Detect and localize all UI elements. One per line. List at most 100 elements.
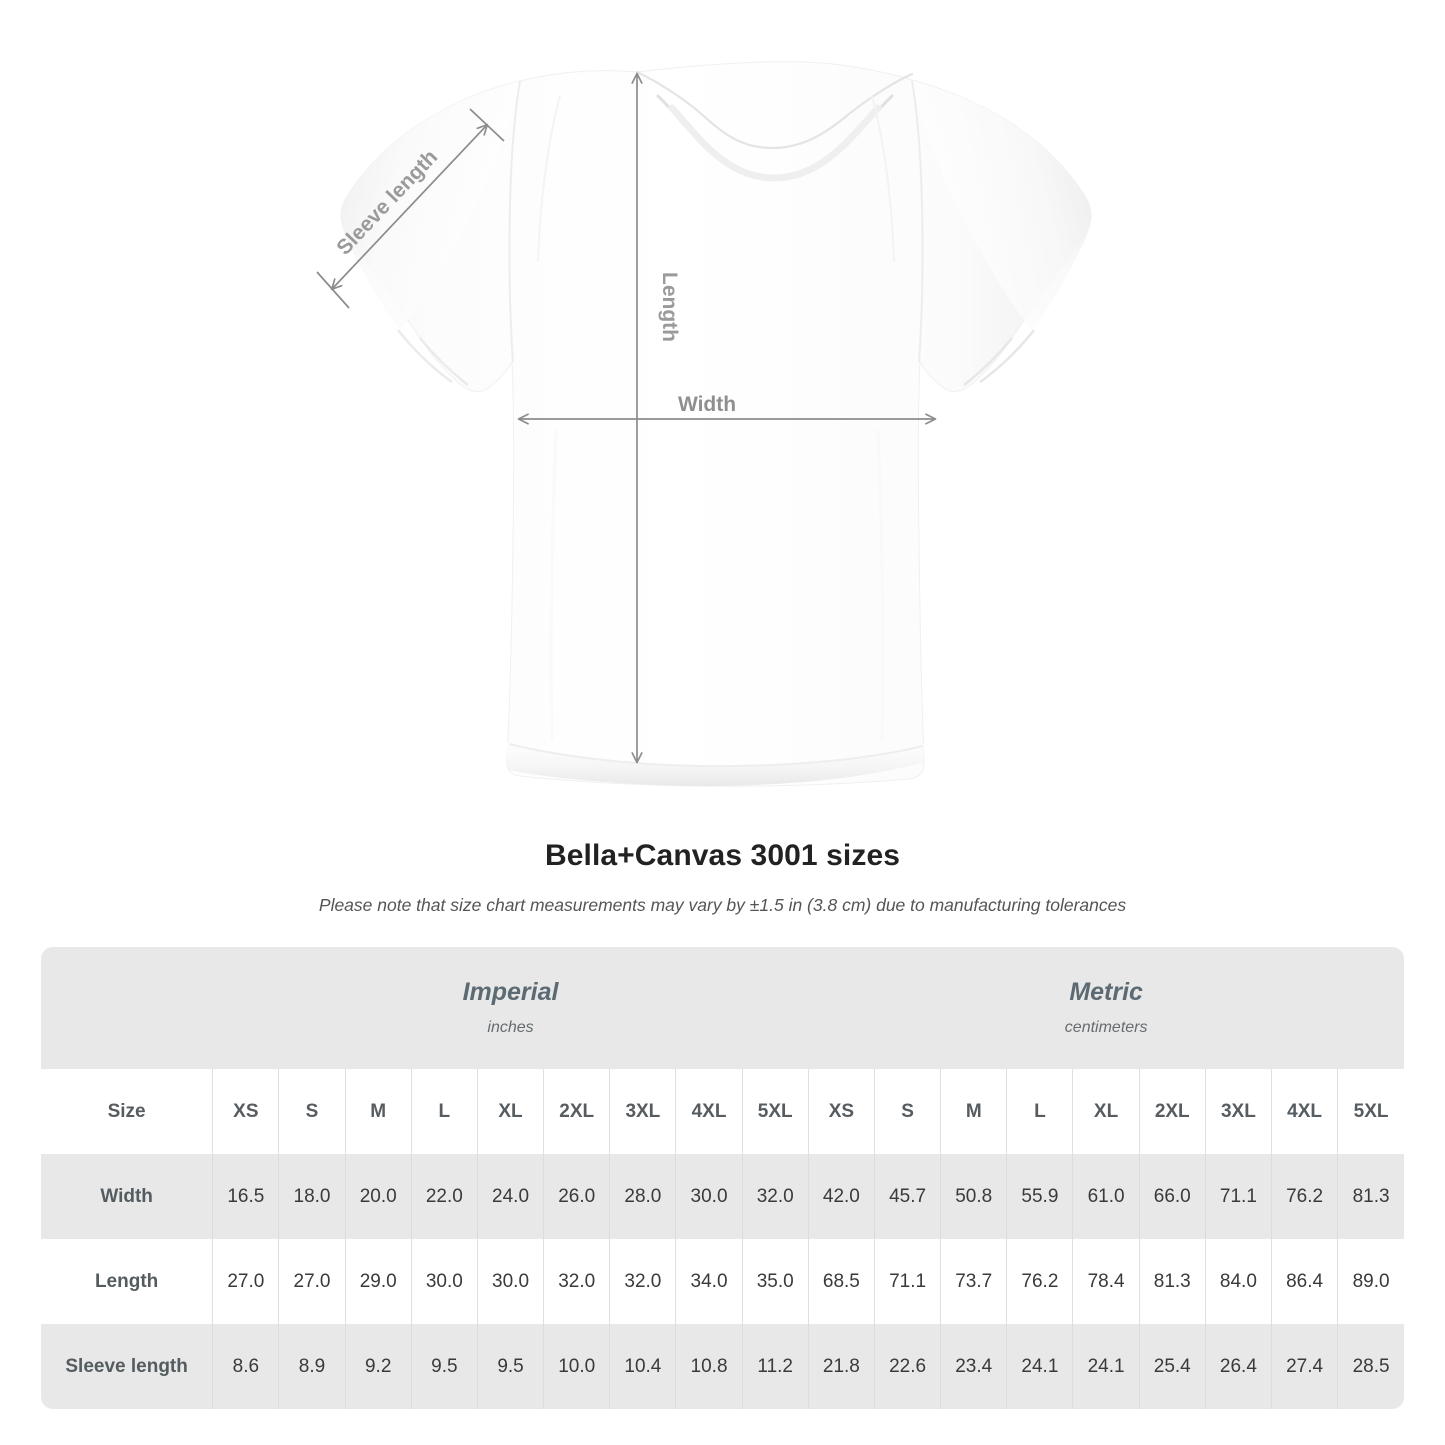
table-cell: 27.4 [1270, 1324, 1338, 1409]
table-cell: 84.0 [1204, 1239, 1272, 1324]
tshirt-illustration [340, 61, 1092, 787]
table-cell: 71.1 [1204, 1154, 1272, 1239]
table-cell: 4XL [675, 1069, 743, 1154]
unit-group-metric: Metric centimeters [808, 947, 1404, 1069]
table-cell: 3XL [609, 1069, 676, 1154]
table-cell: 78.4 [1072, 1239, 1140, 1324]
tshirt-right-sleeve [912, 81, 1092, 330]
row-header-label: Width [41, 1154, 213, 1239]
table-cell: 24.1 [1072, 1324, 1140, 1409]
tshirt-left-armhole-seam [508, 80, 521, 363]
table-cell: XS [212, 1069, 279, 1154]
table-cell: 24.1 [1006, 1324, 1073, 1409]
table-cell: 3XL [1204, 1069, 1272, 1154]
size-chart-table: Imperial inches Metric centimeters Size X… [41, 947, 1404, 1409]
table-cell: 26.4 [1204, 1324, 1272, 1409]
tshirt-left-shoulder-fold [537, 95, 561, 263]
table-cell: 11.2 [741, 1324, 809, 1409]
sleeve-length-tick-bottom [316, 271, 350, 309]
table-cell: 25.4 [1138, 1324, 1206, 1409]
table-cell: 76.2 [1006, 1239, 1073, 1324]
table-cell: 71.1 [873, 1239, 941, 1324]
length-label: Length [658, 272, 681, 342]
tshirt-collar-inner-shadow [668, 104, 882, 182]
sleeve-length-arrow-line [330, 123, 489, 291]
table-cell: 28.5 [1337, 1324, 1404, 1409]
table-cell: 27.0 [278, 1239, 346, 1324]
unit-row-spacer-left [41, 947, 213, 1069]
table-cell: 22.6 [873, 1324, 941, 1409]
table-cell: XL [476, 1069, 544, 1154]
chart-heading-block: Bella+Canvas 3001 sizes Please note that… [0, 838, 1445, 916]
table-cell: 76.2 [1270, 1154, 1338, 1239]
table-cell: 89.0 [1337, 1239, 1404, 1324]
table-cell: 81.3 [1337, 1154, 1404, 1239]
table-cell: 61.0 [1072, 1154, 1140, 1239]
row-header-label: Size [41, 1069, 213, 1154]
unit-group-metric-name: Metric [1069, 978, 1143, 1007]
sleeve-length-dimension [316, 108, 505, 309]
table-cell: 10.8 [675, 1324, 743, 1409]
measurement-row: Sleeve length 8.6 8.9 9.2 9.5 9.5 10.0 10.4 10.8… [41, 1324, 1404, 1409]
table-cell: 4XL [1270, 1069, 1338, 1154]
table-cell: 30.0 [410, 1239, 478, 1324]
table-cell: 26.0 [543, 1154, 610, 1239]
table-cell: 45.7 [873, 1154, 941, 1239]
table-cell: 24.0 [476, 1154, 544, 1239]
measurement-row: Length 27.0 27.0 29.0 30.0 30.0 32.0 32.0 34.0 35… [41, 1239, 1404, 1324]
unit-group-imperial-name: Imperial [462, 978, 559, 1007]
table-cell: 81.3 [1138, 1239, 1206, 1324]
measurement-annotations [316, 72, 937, 764]
size-chart-table-wrapper: Imperial inches Metric centimeters Size X… [41, 947, 1404, 1409]
page-title: Bella+Canvas 3001 sizes [544, 839, 901, 872]
tshirt-hem-stitch-line [508, 743, 924, 768]
table-cell: 23.4 [940, 1324, 1007, 1409]
tshirt-right-cuff [963, 329, 1035, 386]
table-cell: 32.0 [609, 1239, 676, 1324]
table-cell: 34.0 [675, 1239, 743, 1324]
table-cell: 16.5 [212, 1154, 279, 1239]
tshirt-bottom-hem [507, 742, 924, 786]
sleeve-length-tick-top [469, 108, 505, 142]
tshirt-right-shoulder-fold [871, 95, 895, 263]
table-cell: 32.0 [741, 1154, 809, 1239]
tshirt-left-cuff [397, 329, 469, 386]
table-cell: 68.5 [807, 1239, 875, 1324]
table-cell: 29.0 [344, 1239, 412, 1324]
table-cell: M [344, 1069, 412, 1154]
table-cell: 2XL [1138, 1069, 1206, 1154]
tshirt-right-armhole-seam [911, 80, 924, 363]
table-cell: 66.0 [1138, 1154, 1206, 1239]
table-cell: 20.0 [344, 1154, 412, 1239]
table-cell: 10.0 [543, 1324, 610, 1409]
table-cell: 50.8 [940, 1154, 1007, 1239]
table-cell: 9.5 [476, 1324, 544, 1409]
table-cell: S [873, 1069, 941, 1154]
table-cell: 18.0 [278, 1154, 346, 1239]
table-cell: L [410, 1069, 478, 1154]
table-cell: 32.0 [543, 1239, 610, 1324]
tolerance-note: Please note that size chart measurements… [318, 895, 1127, 915]
table-cell: XS [807, 1069, 875, 1154]
table-cell: 28.0 [609, 1154, 676, 1239]
table-cell: 42.0 [807, 1154, 875, 1239]
table-cell: 9.2 [344, 1324, 412, 1409]
table-cell: 21.8 [807, 1324, 875, 1409]
table-cell: 5XL [741, 1069, 809, 1154]
table-cell: 73.7 [940, 1239, 1007, 1324]
width-label: Width [678, 393, 736, 416]
table-cell: 8.9 [278, 1324, 346, 1409]
tshirt-collar-outer [635, 70, 914, 150]
table-cell: 55.9 [1006, 1154, 1073, 1239]
table-cell: S [278, 1069, 346, 1154]
unit-group-imperial-sub: inches [487, 1019, 534, 1037]
table-cell: L [1006, 1069, 1073, 1154]
table-cell: 86.4 [1270, 1239, 1338, 1324]
table-cell: 2XL [543, 1069, 610, 1154]
table-cell: 22.0 [410, 1154, 478, 1239]
table-cell: 5XL [1337, 1069, 1404, 1154]
table-cell: 27.0 [212, 1239, 279, 1324]
table-cell: XL [1072, 1069, 1140, 1154]
table-cell: 10.4 [609, 1324, 676, 1409]
unit-group-imperial: Imperial inches [212, 947, 809, 1069]
